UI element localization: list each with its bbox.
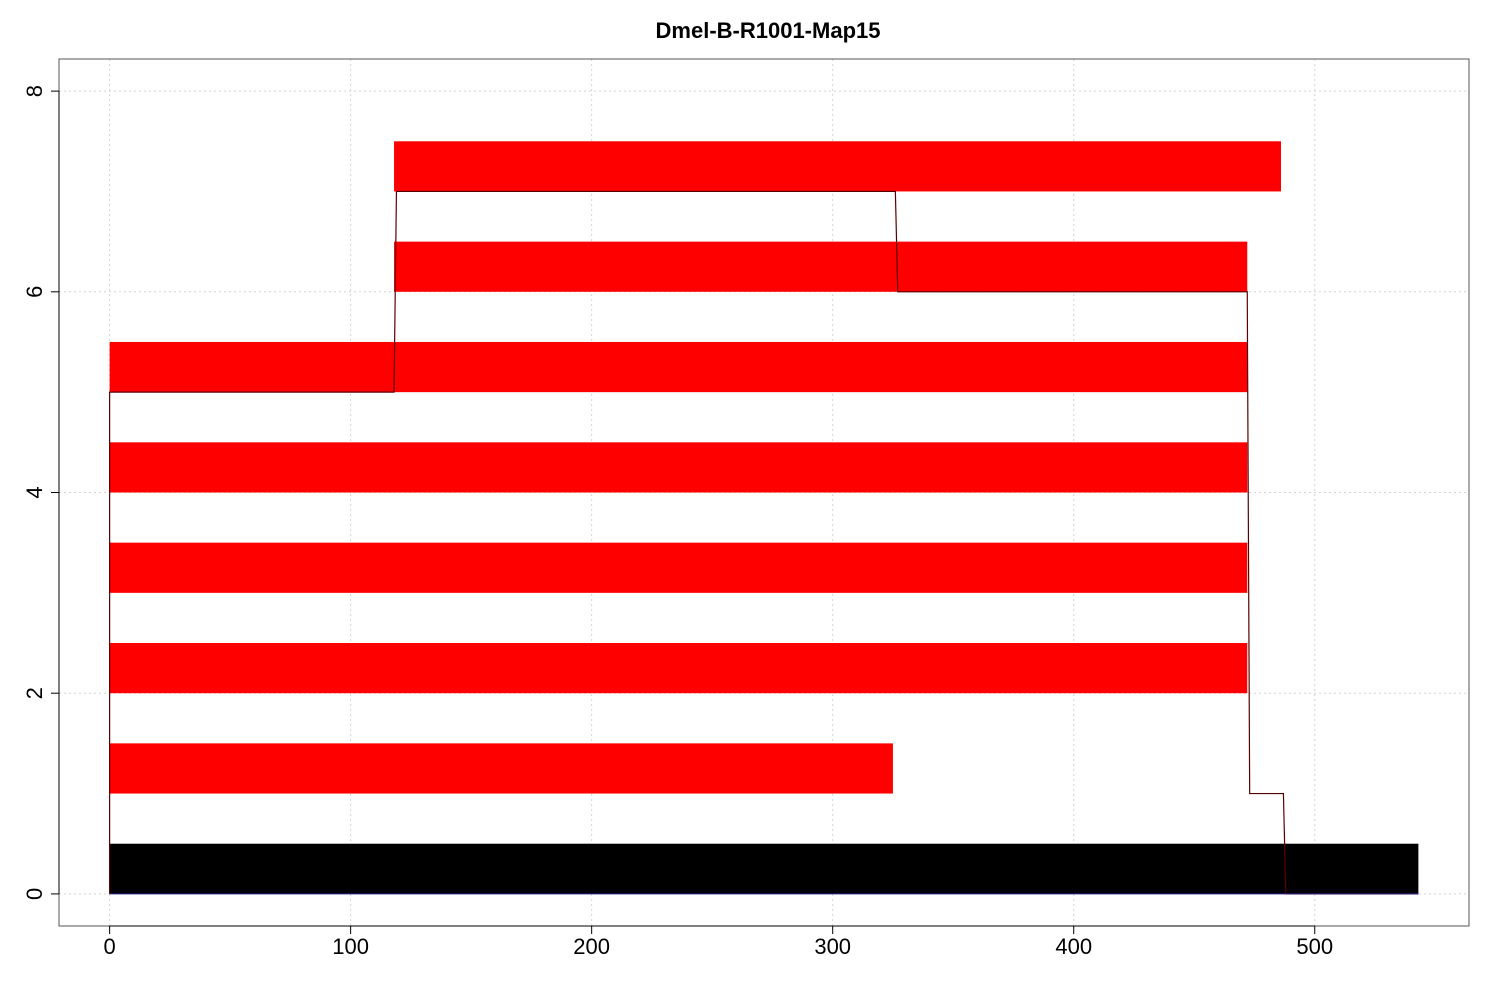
x-tick-label: 400 <box>1055 934 1092 959</box>
x-tick-label: 500 <box>1296 934 1333 959</box>
y-tick-label: 4 <box>22 486 47 498</box>
alignment-bar-2 <box>109 643 1248 694</box>
y-tick-label: 2 <box>22 687 47 699</box>
alignment-bar-4 <box>109 442 1248 493</box>
y-tick-label: 6 <box>22 286 47 298</box>
alignment-bar-5 <box>109 341 1248 393</box>
alignment-bar-6 <box>394 241 1248 292</box>
bars-layer <box>109 141 1419 894</box>
x-tick-label: 0 <box>103 934 115 959</box>
coverage-line <box>109 190 1419 895</box>
y-tick-label: 0 <box>22 888 47 900</box>
alignment-bar-7 <box>394 141 1281 192</box>
alignment-bar-3 <box>109 542 1248 593</box>
axes-layer: 0 100 200 300 400 500 0 2 4 6 8 <box>22 85 1333 959</box>
coverage-line-layer <box>109 190 1419 895</box>
reference-bar <box>109 843 1419 894</box>
alignment-bar-1 <box>109 743 893 794</box>
x-tick-label: 200 <box>573 934 610 959</box>
chart-title: Dmel-B-R1001-Map15 <box>656 18 881 43</box>
y-tick-label: 8 <box>22 85 47 97</box>
x-tick-label: 300 <box>814 934 851 959</box>
x-tick-label: 100 <box>332 934 369 959</box>
